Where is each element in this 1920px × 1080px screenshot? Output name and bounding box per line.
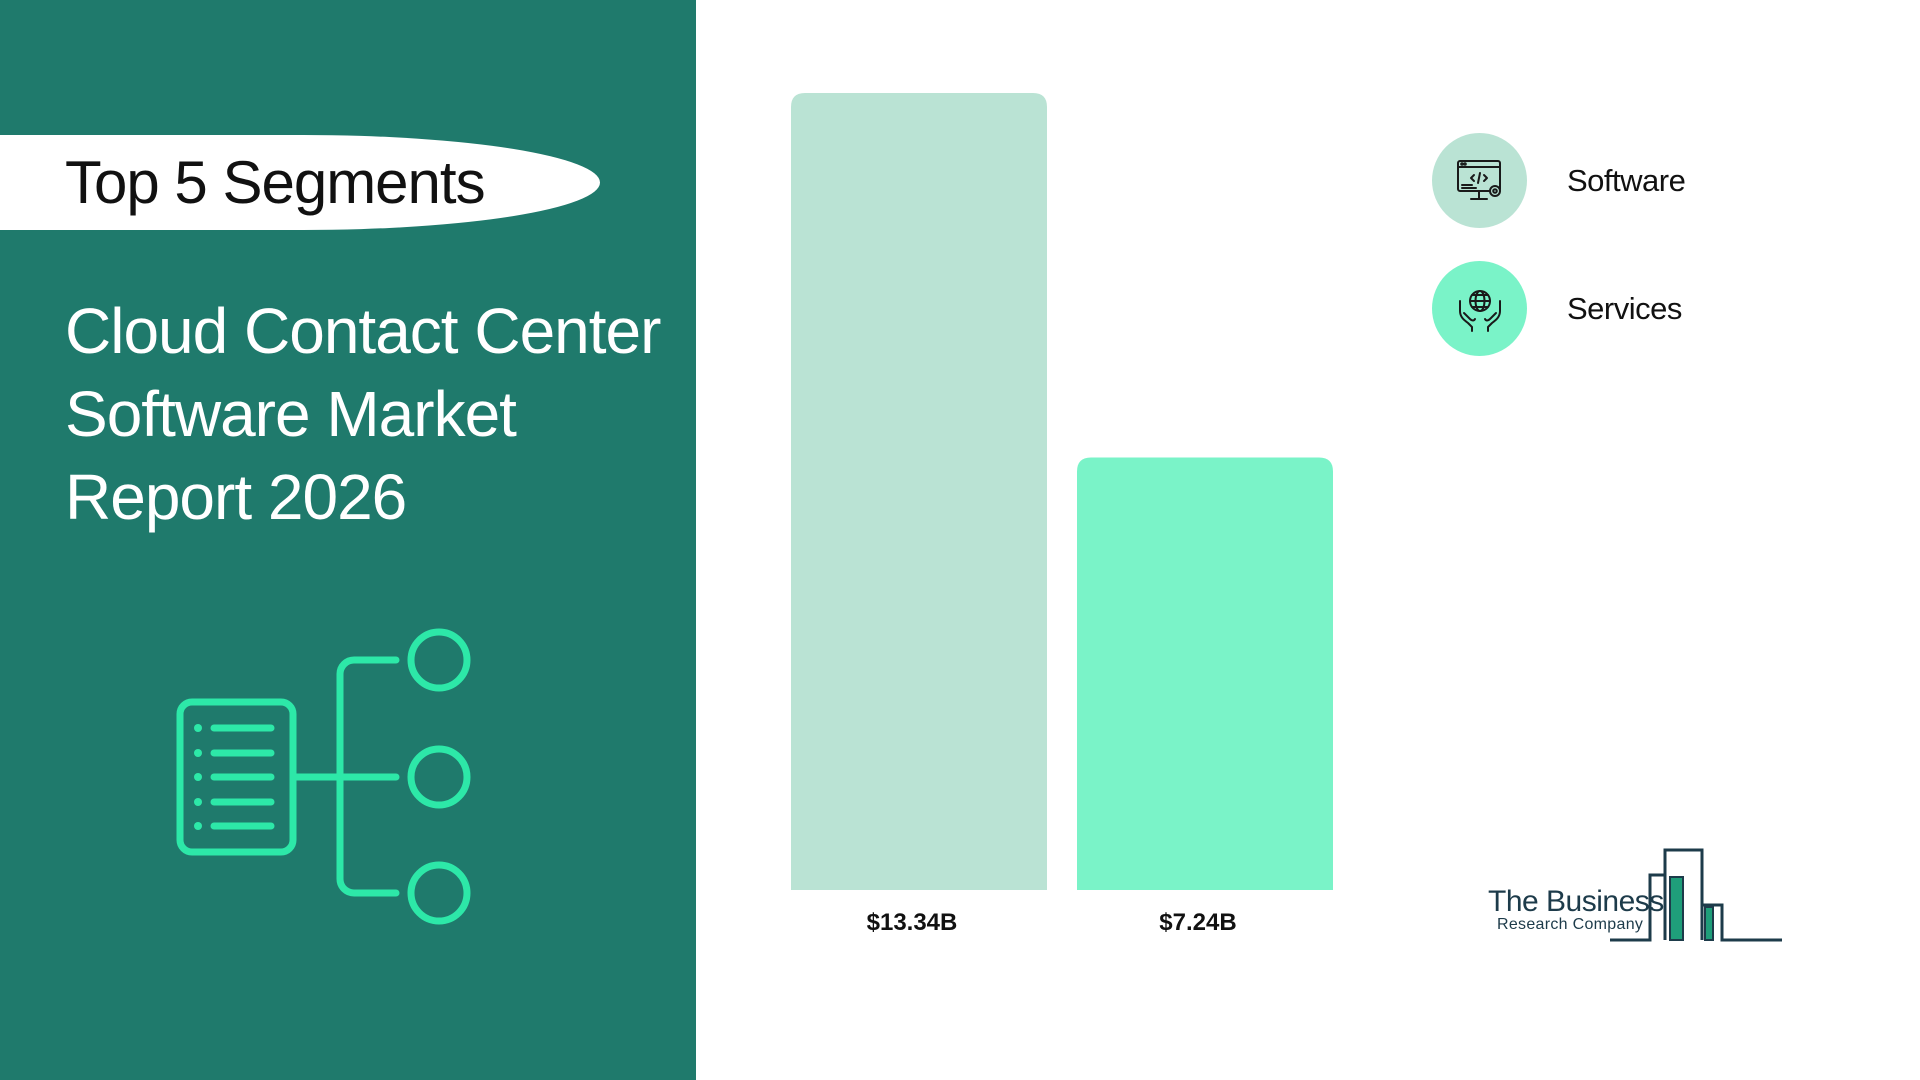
logo-name: The Business [1488, 885, 1664, 918]
legend-label-software: Software [1567, 162, 1686, 198]
legend-label-services: Services [1567, 290, 1682, 326]
logo-sub: Research Company [1497, 916, 1644, 933]
company-logo: The Business Research Company [1480, 845, 1800, 945]
bar-services [1077, 457, 1333, 890]
bar-chart: $13.34B $7.24B [791, 93, 1333, 936]
report-title-line: Software Market [65, 378, 517, 450]
report-title: Cloud Contact Center Software Market Rep… [65, 290, 685, 539]
bar-value-label: $7.24B [1159, 909, 1236, 936]
legend: Software Services [1432, 133, 1686, 389]
legend-item-software: Software [1432, 133, 1686, 228]
globe-hands-icon [1432, 261, 1527, 356]
bars-layer [791, 93, 1333, 890]
left-panel: Top 5 Segments Cloud Contact Center Soft… [0, 0, 696, 1080]
legend-item-services: Services [1432, 261, 1685, 356]
bar-value-label: $13.34B [867, 909, 958, 936]
segments-tree-icon [176, 628, 471, 925]
bar-software [791, 93, 1047, 890]
labels-layer: $13.34B $7.24B [867, 909, 1237, 936]
report-title-line: Cloud Contact Center [65, 295, 661, 367]
logo-buildings-graphic [1610, 848, 1782, 942]
report-title-line: Report 2026 [65, 461, 407, 533]
segments-title: Top 5 Segments [65, 149, 486, 216]
software-code-monitor-icon [1432, 133, 1527, 228]
segments-pill [0, 135, 600, 230]
